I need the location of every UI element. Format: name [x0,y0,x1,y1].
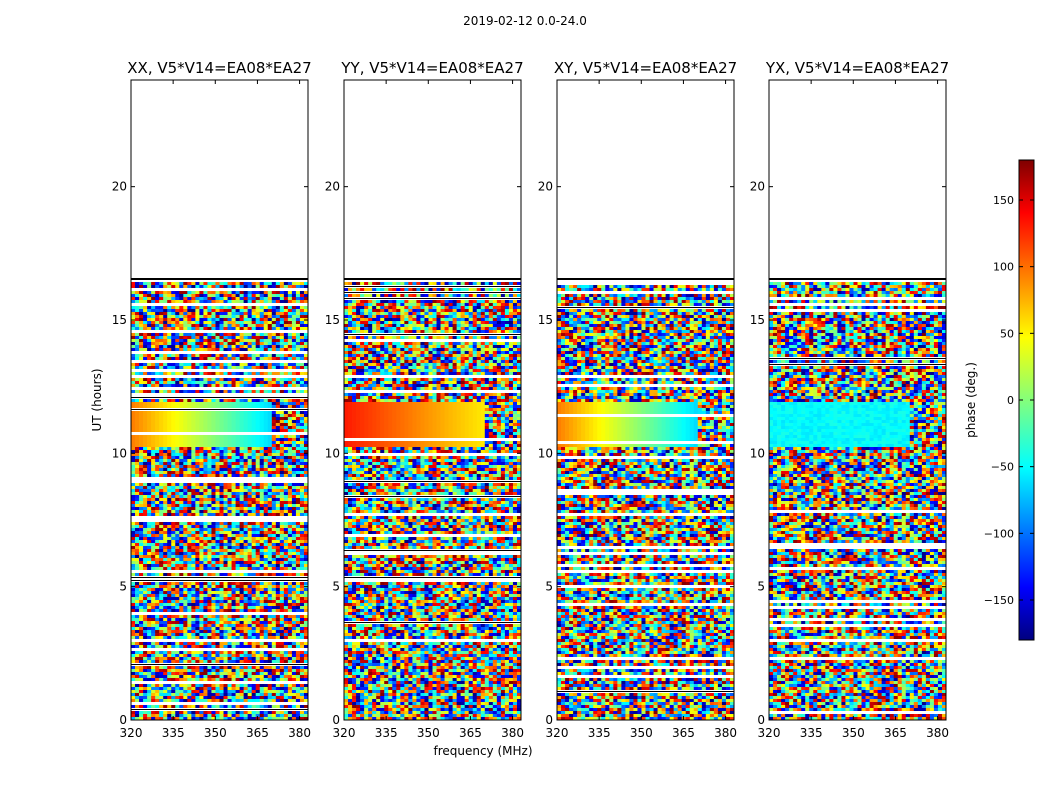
colorbar-tick-label: 100 [993,261,1014,274]
y-tick-label: 0 [545,713,553,727]
x-tick-label: 335 [375,726,398,740]
x-tick-label: 320 [333,726,356,740]
x-tick-label: 380 [714,726,737,740]
x-tick-label: 380 [288,726,311,740]
y-tick-label: 0 [757,713,765,727]
x-tick-label: 365 [459,726,482,740]
x-tick-label: 380 [501,726,524,740]
axes-frame [130,79,309,721]
x-tick-label: 320 [546,726,569,740]
y-tick-label: 20 [538,180,553,194]
x-tick-label: 320 [120,726,143,740]
y-tick-label: 10 [325,446,340,460]
x-tick-label: 350 [842,726,865,740]
phase-image [557,278,735,720]
colorbar-tick-label: 0 [1007,394,1014,407]
y-tick-label: 15 [538,313,553,327]
y-tick-label: 15 [750,313,765,327]
panel-title: XX, V5*V14=EA08*EA27 [127,59,311,77]
figure-suptitle: 2019-02-12 0.0-24.0 [0,14,1050,28]
y-tick-label: 10 [750,446,765,460]
colorbar-tick-label: −150 [984,594,1014,607]
axes-frame [343,79,522,721]
y-tick-label: 15 [325,313,340,327]
x-axis-label: frequency (MHz) [433,744,532,758]
x-tick-label: 335 [588,726,611,740]
phase-image [344,278,522,720]
panel-title: XY, V5*V14=EA08*EA27 [554,59,737,77]
panel-title: YX, V5*V14=EA08*EA27 [765,59,949,77]
y-tick-label: 0 [119,713,127,727]
x-tick-label: 365 [246,726,269,740]
y-tick-label: 5 [545,580,553,594]
y-tick-label: 5 [332,580,340,594]
y-tick-label: 5 [757,580,765,594]
x-tick-label: 320 [758,726,781,740]
axes-frame [768,79,947,721]
y-tick-label: 5 [119,580,127,594]
panel-0: XX, V5*V14=EA08*EA27 320 335 350 365 380 0 5 10 1… [112,59,312,740]
panel-1: YY, V5*V14=EA08*EA27 320 335 350 365 380 0 5 10 1… [325,59,524,740]
panel-3: YX, V5*V14=EA08*EA27 320 335 350 365 380 0 5 10 1… [750,59,949,740]
y-tick-label: 20 [750,180,765,194]
phase-image [769,278,947,720]
y-tick-label: 20 [112,180,127,194]
colorbar-tick-label: 50 [1000,327,1014,340]
phase-image [131,278,309,720]
colorbar-tick-label: −100 [984,527,1014,540]
x-tick-label: 365 [672,726,695,740]
y-tick-label: 10 [112,446,127,460]
x-tick-label: 350 [630,726,653,740]
colorbar-tick-label: −50 [991,461,1014,474]
x-tick-label: 335 [800,726,823,740]
colorbar: −150 −100 −50 0 50 100 150 phase (deg.) [964,159,1035,641]
x-tick-label: 350 [204,726,227,740]
colorbar-label: phase (deg.) [964,362,978,438]
panel-2: XY, V5*V14=EA08*EA27 320 335 350 365 380 0 5 10 1… [538,59,737,740]
x-tick-label: 350 [417,726,440,740]
y-tick-label: 10 [538,446,553,460]
x-tick-label: 380 [926,726,949,740]
y-tick-label: 20 [325,180,340,194]
y-tick-label: 15 [112,313,127,327]
panel-title: YY, V5*V14=EA08*EA27 [340,59,523,77]
axes-frame [556,79,735,721]
colorbar-tick-label: 150 [993,194,1014,207]
x-tick-label: 365 [884,726,907,740]
x-tick-label: 335 [162,726,185,740]
y-tick-label: 0 [332,713,340,727]
y-axis-label: UT (hours) [90,368,104,431]
